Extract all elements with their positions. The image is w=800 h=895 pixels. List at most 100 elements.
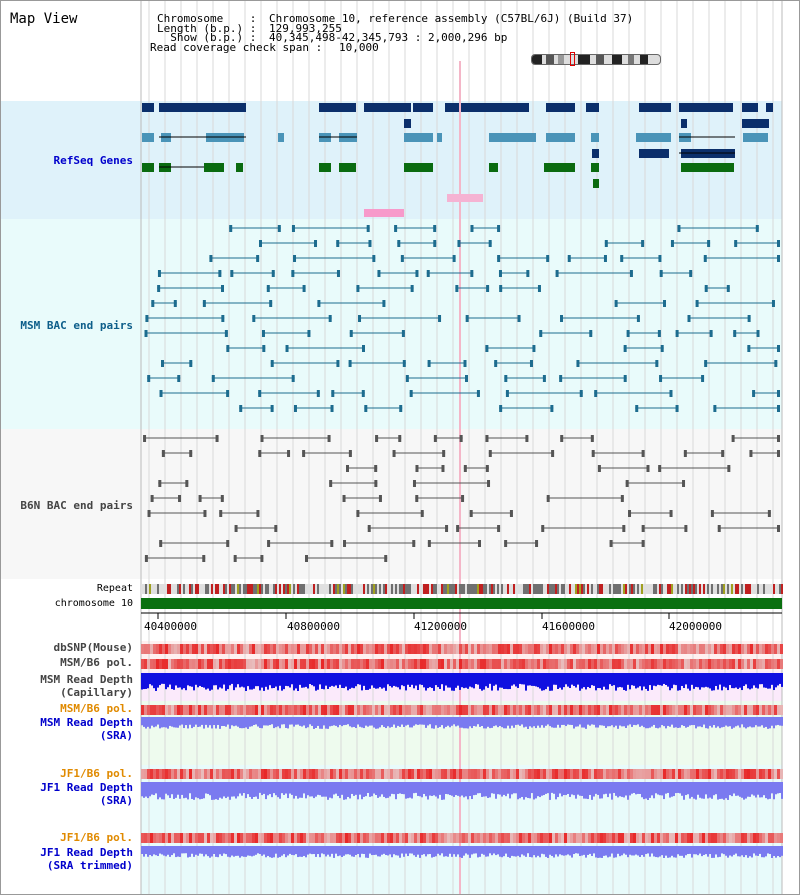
jf1-pol-cell [357, 833, 360, 843]
msm-pol-cell [291, 705, 294, 715]
repeat-block [185, 584, 187, 594]
jf1-trimmed-depth-bar [145, 846, 147, 855]
jf1-trimmed-depth-bar [657, 846, 659, 858]
msm-sra-depth-bar [765, 717, 767, 727]
b6n-bac-pair-end [159, 540, 163, 547]
chromosome-ideogram[interactable] [531, 54, 661, 65]
msm-pol-cell [189, 659, 192, 669]
jf1-pol-cell [744, 769, 747, 779]
capillary-depth-bar [381, 673, 383, 689]
msm-pol-cell [408, 659, 411, 669]
msm-sra-depth-bar [367, 717, 369, 727]
msm-pol-cell [759, 705, 762, 715]
track-label-msm-depth-capillary-1[interactable]: MSM Read Depth [40, 673, 133, 686]
repeat-block [233, 584, 235, 594]
jf1-pol-cell [651, 833, 654, 843]
jf1-sra-depth-bar [293, 782, 295, 799]
track-label-msm-pol-2[interactable]: MSM/B6 pol. [60, 702, 133, 715]
jf1-pol-cell [258, 833, 261, 843]
msm-sra-depth-bar [659, 717, 661, 728]
repeat-block [143, 584, 145, 594]
msm-sra-depth-bar [373, 717, 375, 728]
ideogram-position-marker [570, 52, 575, 66]
repeat-block [227, 584, 229, 594]
dbsnp-cell [552, 644, 555, 654]
b6n-bac-pair-end [150, 495, 154, 502]
msm-pol-cell [762, 659, 765, 669]
msm-pol-cell [213, 705, 216, 715]
dbsnp-cell [306, 644, 309, 654]
dbsnp-cell [759, 644, 762, 654]
jf1-pol-cell [687, 833, 690, 843]
jf1-pol-cell [501, 833, 504, 843]
capillary-depth-bar [365, 673, 367, 690]
jf1-trimmed-depth-bar [165, 846, 167, 857]
msm-bac-pair-end [261, 330, 265, 337]
msm-pol-cell [423, 659, 426, 669]
repeat-block [753, 584, 755, 594]
track-label-msm-depth-sra-1[interactable]: MSM Read Depth [40, 716, 133, 729]
msm-pol-cell [297, 705, 300, 715]
msm-sra-depth-bar [781, 717, 783, 726]
b6n-bac-pair-end [233, 555, 237, 562]
capillary-depth-bar [423, 673, 425, 688]
dbsnp-cell [738, 644, 741, 654]
msm-pol-cell [420, 659, 423, 669]
repeat-block [415, 584, 417, 594]
capillary-depth-bar [473, 673, 475, 689]
msm-sra-depth-bar [759, 717, 761, 727]
repeat-block [723, 584, 725, 594]
msm-pol-cell [216, 659, 219, 669]
msm-pol-cell [678, 659, 681, 669]
repeat-block [651, 584, 653, 594]
jf1-trimmed-depth-bar [409, 846, 411, 854]
msm-pol-cell [360, 659, 363, 669]
msm-sra-depth-bar [611, 717, 613, 726]
capillary-depth-bar [241, 673, 243, 687]
msm-pol-cell [588, 705, 591, 715]
msm-pol-cell [687, 705, 690, 715]
repeat-block [727, 584, 729, 594]
track-label-jf1-depth-trim-1[interactable]: JF1 Read Depth [40, 846, 133, 859]
jf1-trimmed-depth-bar [277, 846, 279, 858]
msm-pol-cell [234, 705, 237, 715]
msm-bac-pair-end [594, 390, 598, 397]
capillary-depth-bar [191, 673, 193, 687]
gene-exon [236, 163, 243, 172]
track-label-refseq-genes[interactable]: RefSeq Genes [53, 154, 133, 167]
jf1-trimmed-depth-bar [709, 846, 711, 855]
msm-sra-depth-bar [307, 717, 309, 728]
jf1-pol-cell [324, 833, 327, 843]
jf1-pol-cell [579, 769, 582, 779]
jf1-pol-cell [360, 833, 363, 843]
msm-sra-depth-bar [375, 717, 377, 729]
b6n-bac-pair-end [161, 450, 165, 457]
jf1-pol-cell [192, 833, 195, 843]
capillary-depth-bar [151, 673, 153, 686]
b6n-bac-pair-end [219, 510, 223, 517]
msm-pol-cell [381, 659, 384, 669]
repeat-block [571, 584, 573, 594]
msm-sra-depth-bar [215, 717, 217, 729]
jf1-sra-depth-bar [629, 782, 631, 796]
track-label-dbsnp[interactable]: dbSNP(Mouse) [53, 641, 133, 654]
dbsnp-cell [531, 644, 534, 654]
track-label-b6n-bac[interactable]: B6N BAC end pairs [20, 499, 133, 512]
msm-pol-cell [174, 705, 177, 715]
msm-pol-cell [477, 659, 480, 669]
jf1-pol-cell [495, 833, 498, 843]
track-label-jf1-pol-2[interactable]: JF1/B6 pol. [60, 831, 133, 844]
b6n-bac-pair-end [258, 450, 262, 457]
msm-sra-depth-bar [539, 717, 541, 728]
track-label-msm-pol-1[interactable]: MSM/B6 pol. [60, 656, 133, 669]
track-label-jf1-pol-1[interactable]: JF1/B6 pol. [60, 767, 133, 780]
dbsnp-cell [333, 644, 336, 654]
track-label-jf1-depth-sra-1[interactable]: JF1 Read Depth [40, 781, 133, 794]
track-label-msm-bac[interactable]: MSM BAC end pairs [20, 319, 133, 332]
jf1-sra-depth-bar [245, 782, 247, 799]
msm-sra-depth-bar [717, 717, 719, 727]
repeat-block [515, 584, 517, 594]
msm-bac-pair-end [438, 315, 442, 322]
jf1-sra-depth-bar [397, 782, 399, 794]
capillary-depth-bar [369, 673, 371, 689]
